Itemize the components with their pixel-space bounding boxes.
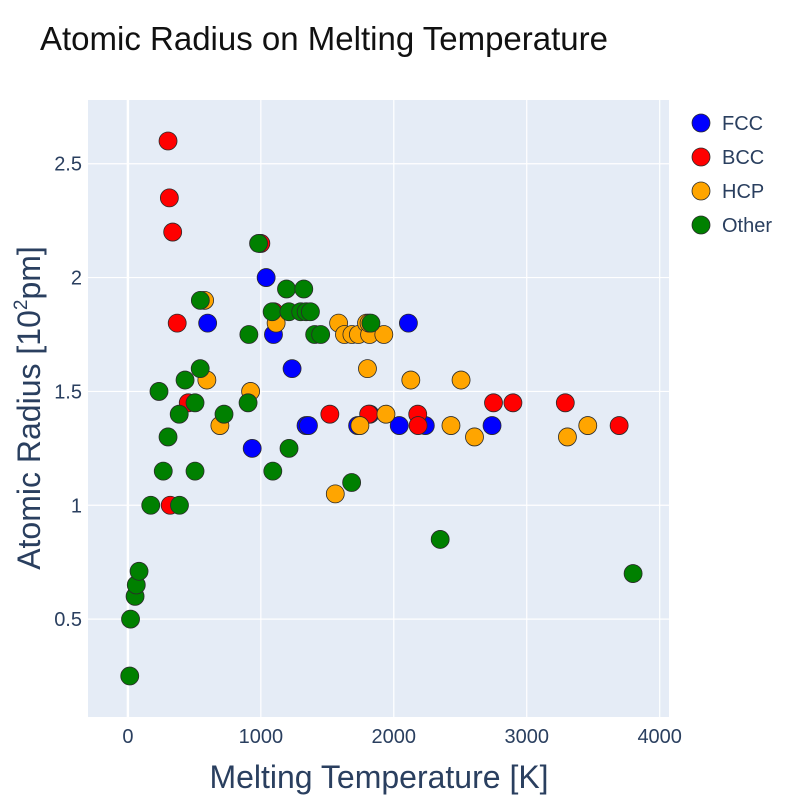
data-point	[361, 313, 381, 333]
data-point	[214, 404, 234, 424]
y-tick-label: 0.5	[54, 609, 82, 631]
data-point	[558, 427, 577, 447]
x-tick-label: 2000	[372, 726, 417, 748]
data-point	[376, 404, 396, 424]
data-point	[279, 438, 299, 458]
x-tick-label: 3000	[504, 726, 549, 748]
data-point	[242, 438, 262, 458]
data-point	[609, 416, 629, 435]
data-point	[158, 427, 178, 447]
data-point	[465, 427, 484, 447]
data-point	[249, 234, 268, 253]
data-point	[129, 561, 149, 581]
data-point	[158, 131, 178, 151]
data-point	[190, 359, 210, 379]
y-tick-label: 2.5	[54, 154, 82, 176]
data-point	[358, 359, 377, 379]
data-point	[578, 416, 598, 435]
data-point	[185, 393, 205, 413]
data-point	[198, 313, 218, 333]
y-tick-label: 1	[71, 495, 82, 517]
legend-label: HCP	[722, 181, 764, 203]
legend-item-hcp[interactable]: HCP	[691, 181, 764, 203]
data-point	[294, 279, 314, 299]
data-point	[167, 313, 187, 333]
y-tick-label: 1.5	[54, 381, 82, 403]
legend-marker	[691, 147, 711, 167]
data-point	[484, 393, 503, 413]
data-point	[282, 359, 302, 379]
data-point	[342, 473, 362, 492]
y-tick-labels: 0.5 1 1.5 2 2.5	[54, 154, 82, 631]
data-point	[299, 416, 318, 435]
legend-label: Other	[722, 215, 772, 237]
data-point	[256, 268, 276, 287]
data-point	[121, 609, 140, 629]
legend-marker	[691, 215, 711, 235]
y-tick-label: 2	[71, 268, 82, 290]
legend-marker	[691, 113, 711, 133]
data-point	[482, 416, 502, 435]
data-point	[503, 393, 523, 413]
y-axis-title-superscript: 2	[11, 300, 32, 311]
data-point	[277, 279, 296, 299]
data-point	[169, 404, 189, 424]
data-point	[190, 290, 210, 310]
series-other	[120, 234, 643, 686]
legend-label: BCC	[722, 147, 764, 169]
data-points	[120, 131, 643, 686]
data-point	[441, 416, 461, 435]
data-point	[451, 370, 471, 390]
data-point	[623, 564, 643, 583]
data-point	[350, 416, 370, 435]
legend-item-fcc[interactable]: FCC	[691, 113, 763, 135]
data-point	[399, 313, 418, 333]
x-tick-label: 1000	[239, 726, 284, 748]
y-axis-title-prefix: Atomic Radius [10	[11, 310, 47, 570]
data-point	[163, 222, 183, 242]
data-point	[159, 188, 179, 208]
x-tick-label: 4000	[637, 726, 682, 748]
grid-lines	[88, 100, 669, 717]
x-axis-title: Melting Temperature [K]	[209, 759, 548, 795]
data-point	[401, 370, 421, 390]
legend-item-other[interactable]: Other	[691, 215, 772, 237]
legend-marker	[691, 181, 711, 201]
legend-label: FCC	[722, 113, 763, 135]
data-point	[555, 393, 575, 413]
data-point	[239, 325, 259, 344]
chart-title: Atomic Radius on Melting Temperature	[40, 20, 608, 57]
data-point	[320, 404, 340, 424]
data-point	[325, 484, 345, 504]
data-point	[141, 495, 161, 515]
data-point	[389, 416, 409, 435]
data-point	[374, 325, 394, 344]
data-point	[301, 302, 320, 322]
data-point	[408, 416, 428, 435]
y-axis-title-suffix: pm]	[11, 246, 47, 299]
data-point	[311, 325, 331, 344]
y-axis-title: Atomic Radius [102pm]	[11, 246, 47, 570]
data-point	[430, 530, 450, 549]
x-tick-labels: 0 1000 2000 3000 4000	[122, 726, 682, 748]
data-point	[120, 666, 140, 686]
data-point	[175, 370, 195, 390]
legend-item-bcc[interactable]: BCC	[691, 147, 764, 169]
data-point	[262, 302, 282, 322]
data-point	[153, 461, 173, 481]
data-point	[149, 382, 169, 401]
data-point	[263, 461, 283, 481]
data-point	[238, 393, 258, 413]
legend: FCC BCC HCP Other	[691, 113, 772, 237]
data-point	[170, 495, 189, 515]
x-tick-label: 0	[122, 726, 133, 748]
data-point	[185, 461, 205, 481]
